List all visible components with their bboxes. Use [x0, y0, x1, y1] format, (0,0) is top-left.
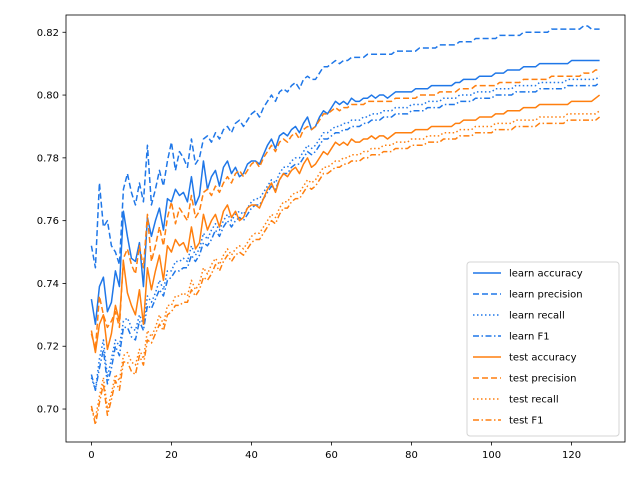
x-tick-label: 120	[562, 450, 581, 461]
legend: learn accuracy learn precision learn recal…	[466, 261, 620, 437]
x-tick-label: 80	[405, 450, 418, 461]
y-tick-label: 0.80	[37, 91, 59, 102]
y-tick-label: 0.70	[37, 405, 59, 416]
y-axis: 0.70 0.72 0.74 0.76 0.78 0.80 0.82	[37, 28, 66, 416]
y-tick-label: 0.72	[37, 342, 59, 353]
y-tick-label: 0.78	[37, 153, 59, 164]
series-line-5	[90, 94, 601, 354]
legend-label: learn precision	[509, 290, 583, 301]
x-tick-label: 100	[482, 450, 501, 461]
axes-frame	[65, 14, 626, 443]
x-tick-label: 0	[88, 450, 94, 461]
legend-label: test accuracy	[509, 353, 577, 364]
legend-label: learn recall	[509, 311, 565, 322]
series-line-4	[90, 81, 601, 391]
series-line-2	[90, 25, 600, 269]
y-tick-label: 0.82	[37, 28, 59, 39]
x-tick-label: 60	[325, 450, 338, 461]
x-tick-label: 20	[165, 450, 178, 461]
series-line-7	[90, 110, 601, 420]
legend-label: learn F1	[509, 332, 550, 343]
legend-label: test F1	[509, 416, 544, 427]
legend-box	[466, 261, 620, 437]
legend-label: test recall	[509, 395, 559, 406]
series-line-1	[90, 59, 600, 326]
series-line-8	[90, 116, 601, 426]
x-tick-label: 40	[245, 450, 258, 461]
legend-label: test precision	[509, 374, 577, 385]
x-axis: 0 20 40 60 80 100 120	[88, 442, 581, 461]
y-tick-label: 0.76	[37, 216, 59, 227]
plot-area	[90, 25, 601, 426]
y-tick-label: 0.74	[37, 279, 59, 290]
legend-label: learn accuracy	[509, 269, 583, 280]
series-line-6	[90, 69, 600, 351]
